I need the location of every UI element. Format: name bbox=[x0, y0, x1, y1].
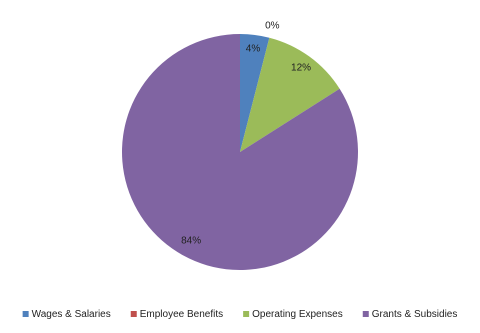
legend-label: Grants & Subsidies bbox=[372, 309, 458, 320]
legend-label: Wages & Salaries bbox=[32, 309, 111, 320]
legend-label: Operating Expenses bbox=[252, 309, 343, 320]
legend-label: Employee Benefits bbox=[140, 309, 223, 320]
data-label: 12% bbox=[291, 63, 311, 74]
legend-swatch bbox=[362, 311, 369, 317]
legend-swatch bbox=[243, 311, 250, 317]
pie-slice bbox=[240, 34, 270, 152]
data-label: 0% bbox=[265, 21, 280, 32]
legend-swatch bbox=[22, 311, 29, 317]
pie-slice bbox=[240, 37, 340, 153]
data-label: 84% bbox=[181, 236, 201, 247]
data-label: 4% bbox=[246, 44, 261, 55]
pie-slice bbox=[122, 34, 358, 270]
legend-swatch bbox=[130, 311, 137, 317]
